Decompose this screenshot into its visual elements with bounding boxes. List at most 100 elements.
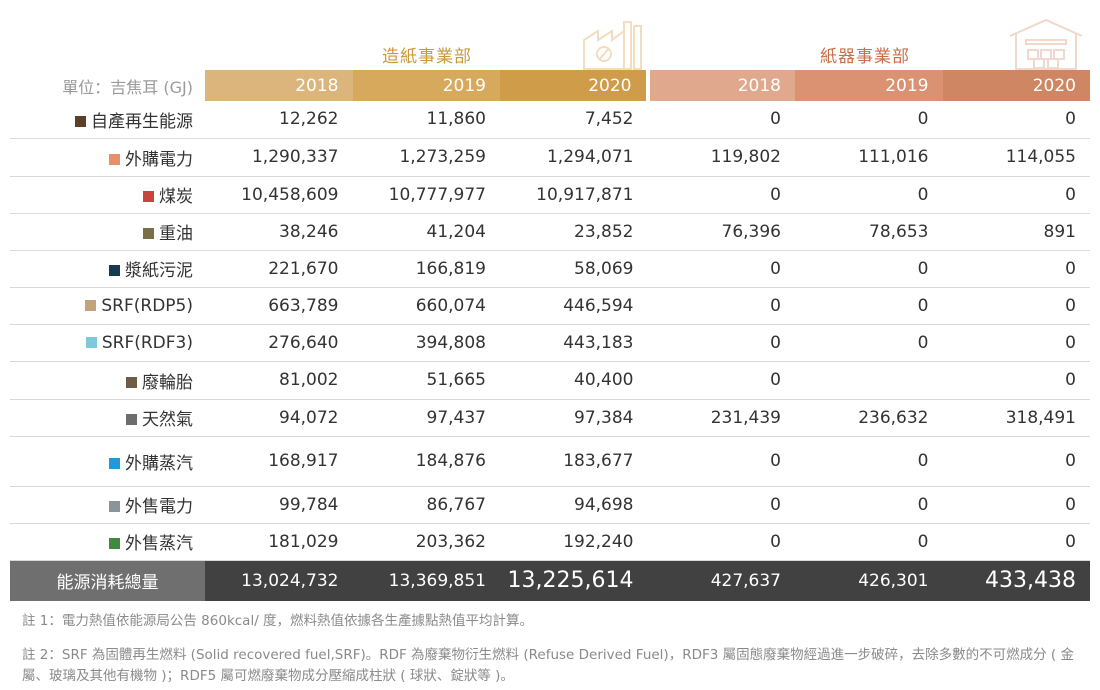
value-cell: 394,808 [352, 324, 500, 362]
value-cell: 111,016 [795, 138, 943, 177]
value-cell: 0 [795, 523, 943, 561]
value-cell: 236,632 [795, 399, 943, 437]
value-cell: 97,384 [500, 399, 648, 437]
value-cell: 181,029 [205, 523, 353, 561]
value-cell: 51,665 [352, 361, 500, 400]
value-cell: 0 [647, 324, 795, 362]
value-cell: 119,802 [647, 138, 795, 177]
value-cell: 0 [942, 361, 1090, 400]
value-cell: 81,002 [205, 361, 353, 400]
value-cell: 76,396 [647, 213, 795, 251]
row-label-cell: 廢輪胎 [10, 361, 205, 400]
value-cell: 0 [795, 287, 943, 325]
total-value: 433,438 [942, 560, 1090, 601]
total-value: 426,301 [795, 560, 943, 601]
value-cell: 221,670 [205, 250, 353, 288]
value-cell: 78,653 [795, 213, 943, 251]
value-cell: 0 [795, 250, 943, 288]
table-row: 廢輪胎 81,002 51,665 40,400 0 0 [10, 361, 1090, 400]
table-row: SRF(RDP5) 663,789 660,074 446,594 0 0 0 [10, 287, 1090, 325]
value-cell: 41,204 [352, 213, 500, 251]
row-label: SRF(RDF3) [101, 332, 193, 353]
row-label: 漿紙污泥 [125, 261, 193, 281]
table-row: 自產再生能源 12,262 11,860 7,452 0 0 0 [10, 101, 1090, 139]
row-label: 煤炭 [159, 187, 193, 207]
table-row: SRF(RDF3) 276,640 394,808 443,183 0 0 0 [10, 324, 1090, 362]
value-cell: 443,183 [500, 324, 648, 362]
value-cell: 58,069 [500, 250, 648, 288]
value-cell: 40,400 [500, 361, 648, 400]
value-cell: 183,677 [500, 436, 648, 487]
value-cell: 0 [795, 436, 943, 487]
value-cell: 203,362 [352, 523, 500, 561]
row-label-cell: 外售電力 [10, 486, 205, 524]
value-cell: 1,294,071 [500, 138, 648, 177]
value-cell: 0 [795, 101, 943, 139]
value-cell: 891 [942, 213, 1090, 251]
year-header: 2019 [352, 70, 500, 101]
year-header: 2019 [795, 70, 943, 101]
row-label-cell: 重油 [10, 213, 205, 251]
value-cell: 0 [942, 101, 1090, 139]
factory-icon [583, 21, 642, 70]
value-cell: 11,860 [352, 101, 500, 139]
value-cell: 1,290,337 [205, 138, 353, 177]
value-cell: 0 [942, 287, 1090, 325]
value-cell: 663,789 [205, 287, 353, 325]
table-row: 天然氣 94,072 97,437 97,384 231,439 236,632 318,4… [10, 399, 1090, 437]
row-label: 外購電力 [125, 149, 193, 170]
value-cell: 10,777,977 [352, 176, 500, 214]
value-cell: 0 [647, 436, 795, 487]
row-label: 重油 [159, 224, 193, 244]
year-header: 2020 [500, 70, 650, 101]
value-cell: 168,917 [205, 436, 353, 487]
row-label: 自產再生能源 [91, 111, 193, 132]
value-cell: 166,819 [352, 250, 500, 288]
value-cell: 7,452 [500, 101, 648, 139]
section-title-paper: 造紙事業部 [382, 47, 472, 67]
legend-swatch [109, 457, 120, 469]
value-cell: 0 [647, 287, 795, 325]
value-cell: 38,246 [205, 213, 353, 251]
table-row: 漿紙污泥 221,670 166,819 58,069 0 0 0 [10, 250, 1090, 288]
table-row: 外售蒸汽 181,029 203,362 192,240 0 0 0 [10, 523, 1090, 561]
year-header: 2020 [942, 70, 1090, 101]
legend-swatch [85, 336, 97, 348]
note-1: 註 1：電力熱值依能源局公告 860kcal/ 度，燃料熱值依據各生產據點熱值平… [22, 613, 534, 629]
value-cell: 231,439 [647, 399, 795, 437]
header-row: 單位：吉焦耳 (GJ) 2018 2019 2020 2018 2019 202… [10, 70, 1090, 101]
value-cell: 0 [795, 176, 943, 214]
table-row: 外售電力 99,784 86,767 94,698 0 0 0 [10, 486, 1090, 524]
value-cell: 0 [647, 361, 795, 400]
row-label: 外購蒸汽 [125, 453, 193, 474]
total-value: 13,225,614 [500, 560, 648, 601]
legend-swatch [109, 538, 120, 549]
total-value: 427,637 [647, 560, 795, 601]
value-cell: 0 [647, 486, 795, 524]
value-cell: 86,767 [352, 486, 500, 524]
legend-swatch [85, 299, 97, 311]
row-label-cell: SRF(RDP5) [10, 287, 205, 325]
table-row: 外購電力 1,290,337 1,273,259 1,294,071 119,802 11… [10, 138, 1090, 177]
energy-consumption-table: 單位：吉焦耳 (GJ) 2018 2019 2020 2018 2019 202… [10, 70, 1090, 601]
note-2: 註 2：SRF 為固體再生燃料 (Solid recovered fuel,SR… [22, 647, 1074, 684]
row-label-cell: SRF(RDF3) [10, 324, 205, 362]
value-cell: 94,072 [205, 399, 353, 437]
row-label: 外售蒸汽 [125, 534, 193, 554]
value-cell: 0 [795, 324, 943, 362]
value-cell: 0 [647, 176, 795, 214]
section-title-box: 紙器事業部 [820, 47, 910, 67]
value-cell: 0 [795, 486, 943, 524]
legend-swatch [126, 414, 137, 425]
value-cell [795, 361, 943, 400]
value-cell: 192,240 [500, 523, 648, 561]
legend-swatch [143, 228, 154, 239]
row-label-cell: 天然氣 [10, 399, 205, 437]
value-cell: 0 [942, 176, 1090, 214]
value-cell: 660,074 [352, 287, 500, 325]
value-cell: 0 [942, 486, 1090, 524]
total-label: 能源消耗總量 [10, 560, 205, 601]
year-header: 2018 [205, 70, 353, 101]
row-label-cell: 漿紙污泥 [10, 250, 205, 288]
value-cell: 10,458,609 [205, 176, 353, 214]
